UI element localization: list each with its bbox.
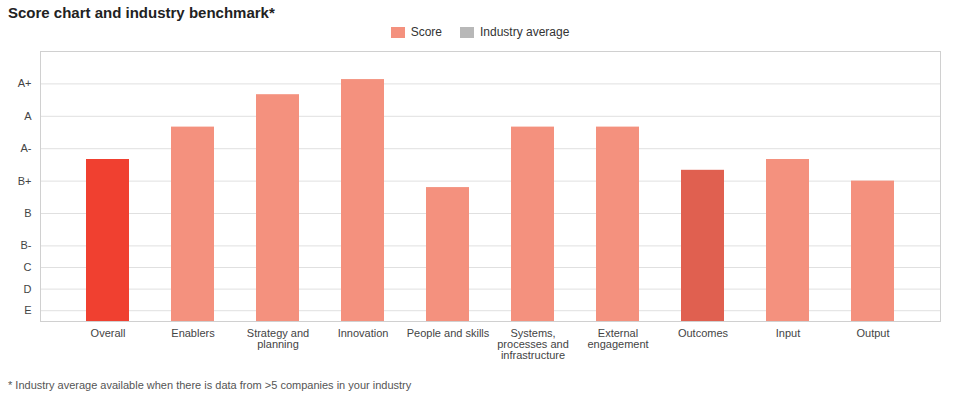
svg-text:Output: Output: [856, 327, 889, 339]
svg-text:A+: A+: [18, 77, 32, 89]
svg-text:Innovation: Innovation: [338, 327, 389, 339]
svg-text:C: C: [24, 261, 32, 273]
svg-text:B+: B+: [18, 175, 32, 187]
svg-text:A-: A-: [21, 142, 32, 154]
svg-text:Externalengagement: Externalengagement: [587, 327, 648, 350]
html-text:Score chart and industry bench: Score chart and industry benchmark*: [8, 4, 275, 21]
svg-text:Outcomes: Outcomes: [678, 327, 729, 339]
svg-text:Enablers: Enablers: [171, 327, 215, 339]
html-text:* Industry average available w: * Industry average available when there …: [8, 379, 412, 391]
html-text:Score: Score: [410, 25, 442, 39]
svg-text:Overall: Overall: [91, 327, 126, 339]
svg-text:E: E: [24, 304, 31, 316]
svg-text:B-: B-: [21, 239, 32, 251]
html-text:Industry average: Industry average: [480, 25, 570, 39]
svg-text:People and skills: People and skills: [407, 327, 490, 339]
svg-text:Systems,processes andinfrastru: Systems,processes andinfrastructure: [497, 327, 569, 361]
svg-text:D: D: [24, 283, 32, 295]
svg-text:B: B: [24, 207, 31, 219]
svg-text:A: A: [24, 110, 32, 122]
svg-text:Input: Input: [776, 327, 800, 339]
svg-text:Strategy andplanning: Strategy andplanning: [247, 327, 309, 350]
